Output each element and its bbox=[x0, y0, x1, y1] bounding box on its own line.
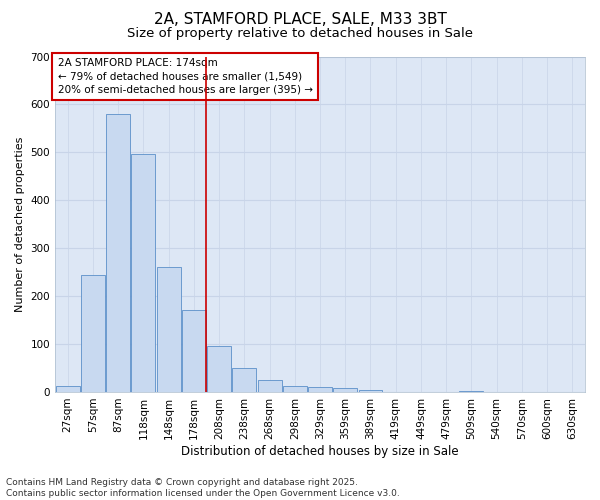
Bar bbox=[131, 154, 155, 392]
Text: 2A STAMFORD PLACE: 174sqm
← 79% of detached houses are smaller (1,549)
20% of se: 2A STAMFORD PLACE: 174sqm ← 79% of detac… bbox=[58, 58, 313, 94]
Bar bbox=[157, 268, 181, 392]
Bar bbox=[359, 390, 382, 392]
Bar bbox=[308, 387, 332, 392]
Bar bbox=[460, 390, 484, 392]
Bar bbox=[56, 386, 80, 392]
Text: Size of property relative to detached houses in Sale: Size of property relative to detached ho… bbox=[127, 28, 473, 40]
X-axis label: Distribution of detached houses by size in Sale: Distribution of detached houses by size … bbox=[181, 444, 459, 458]
Bar bbox=[283, 386, 307, 392]
Bar bbox=[232, 368, 256, 392]
Y-axis label: Number of detached properties: Number of detached properties bbox=[15, 136, 25, 312]
Bar bbox=[333, 388, 357, 392]
Bar bbox=[257, 380, 281, 392]
Text: Contains HM Land Registry data © Crown copyright and database right 2025.
Contai: Contains HM Land Registry data © Crown c… bbox=[6, 478, 400, 498]
Bar bbox=[207, 346, 231, 392]
Bar bbox=[106, 114, 130, 392]
Text: 2A, STAMFORD PLACE, SALE, M33 3BT: 2A, STAMFORD PLACE, SALE, M33 3BT bbox=[154, 12, 446, 28]
Bar bbox=[182, 310, 206, 392]
Bar bbox=[81, 274, 105, 392]
